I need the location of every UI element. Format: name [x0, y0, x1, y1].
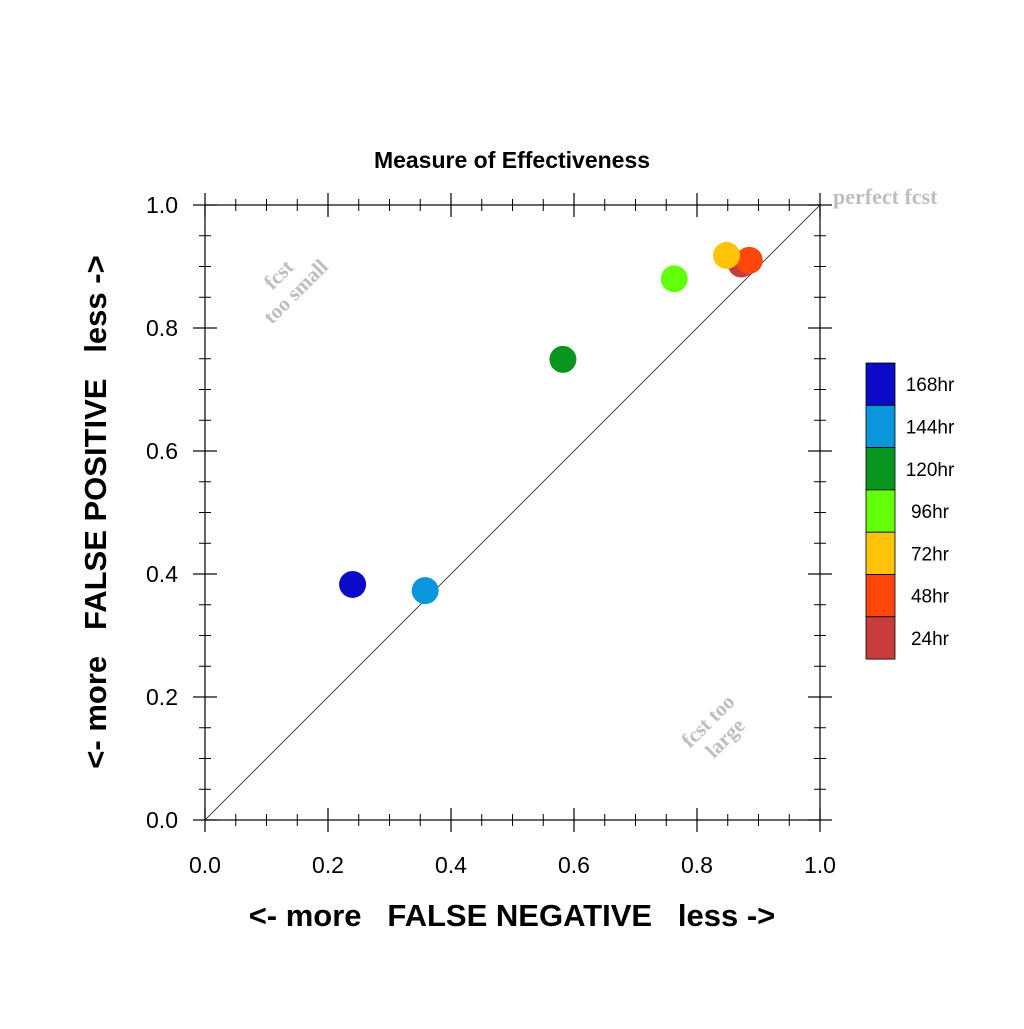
- legend-swatch-120hr: [865, 447, 896, 491]
- legend-swatch-72hr: [865, 531, 896, 575]
- data-point-96hr: [660, 265, 688, 293]
- legend-label-72hr: 72hr: [911, 544, 950, 565]
- plot-area: 0.0 0.0 0.2 0.2 0.4 0.4 0.6 0.6 0.8 0.8 1.0 1.0 perf…: [146, 184, 938, 878]
- legend-label-144hr: 144hr: [906, 417, 955, 438]
- legend-label-168hr: 168hr: [906, 375, 955, 396]
- reference-diagonal-line: [204, 204, 821, 821]
- data-point-120hr: [549, 345, 577, 373]
- legend-swatch-144hr: [865, 404, 896, 448]
- x-tick-label: 0.2: [312, 852, 344, 878]
- data-point-48hr: [735, 246, 763, 274]
- data-point-168hr: [339, 570, 367, 598]
- legend-label-96hr: 96hr: [911, 502, 950, 523]
- y-tick-label: 1.0: [146, 192, 178, 218]
- legend: 168hr 144hr 120hr 96hr 72hr 48hr 24hr: [865, 362, 955, 660]
- y-tick-label: 0.4: [146, 561, 178, 587]
- perfect-fcst-label: perfect fcst: [833, 184, 938, 209]
- legend-label-48hr: 48hr: [911, 587, 950, 608]
- legend-swatch-168hr: [865, 362, 896, 406]
- legend-swatch-48hr: [865, 574, 896, 618]
- legend-swatch-24hr: [865, 616, 896, 660]
- y-tick-label: 0.0: [146, 807, 178, 833]
- x-tick-label: 0.0: [189, 852, 221, 878]
- y-tick-label: 0.2: [146, 684, 178, 710]
- x-tick-label: 1.0: [804, 852, 836, 878]
- x-tick-label: 0.4: [435, 852, 467, 878]
- x-tick-label: 0.8: [681, 852, 713, 878]
- chart-title: Measure of Effectiveness: [374, 147, 650, 173]
- y-axis-label: <- more FALSE POSITIVE less ->: [78, 255, 113, 768]
- y-tick-label: 0.8: [146, 315, 178, 341]
- legend-label-24hr: 24hr: [911, 629, 950, 650]
- y-tick-label: 0.6: [146, 438, 178, 464]
- x-tick-label: 0.6: [558, 852, 590, 878]
- legend-label-120hr: 120hr: [906, 460, 955, 481]
- data-point-144hr: [411, 577, 439, 605]
- x-axis-label: <- more FALSE NEGATIVE less ->: [249, 898, 776, 933]
- data-point-72hr: [713, 241, 741, 269]
- legend-swatch-96hr: [865, 489, 896, 533]
